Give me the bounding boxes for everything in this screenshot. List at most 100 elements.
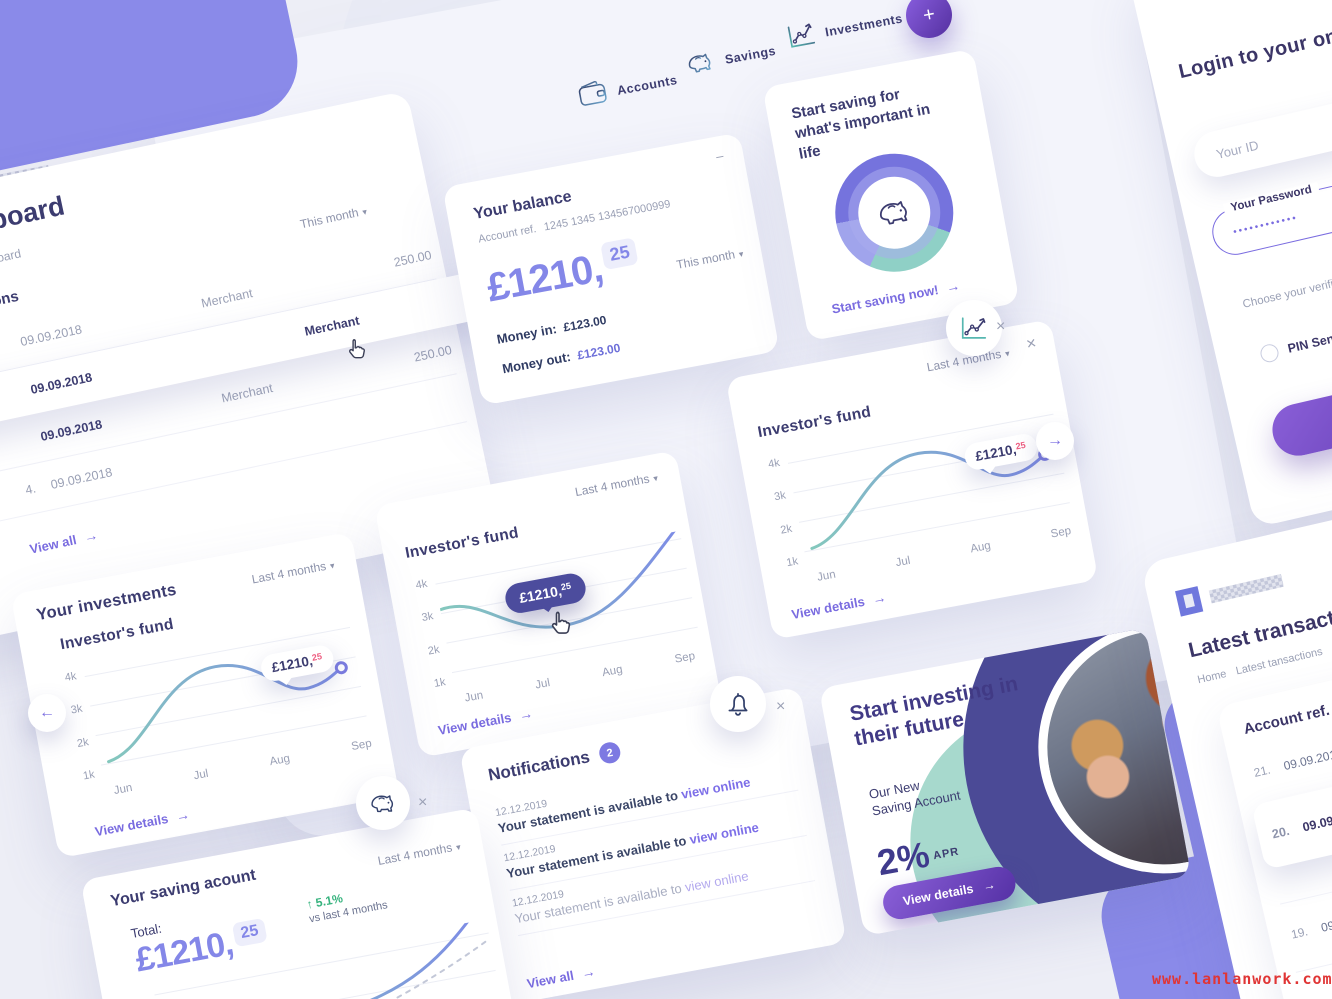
arrow-right-icon: →: [981, 877, 997, 894]
plus-icon: +: [921, 2, 937, 27]
chart-marker: [334, 661, 348, 675]
view-details-link[interactable]: View details →: [436, 704, 535, 738]
arrow-right-icon: →: [1047, 432, 1063, 449]
piggy-bank-icon: [852, 170, 937, 255]
money-in-value: £123.00: [562, 312, 608, 335]
id-input[interactable]: [1189, 73, 1332, 182]
table-row[interactable]: 19. 09.09.2018: [1289, 907, 1332, 942]
saving-account-card: Your saving acount Last 4 months ▾ Total:…: [80, 807, 518, 999]
start-saving-card: Start saving for what's important in lif…: [762, 48, 1020, 342]
chart-plot[interactable]: [83, 620, 368, 775]
close-icon[interactable]: ×: [418, 794, 428, 811]
view-all-link[interactable]: View all →: [28, 526, 100, 557]
view-all-link[interactable]: View all →: [525, 962, 597, 992]
logo-mark: [1175, 586, 1204, 617]
chart-plot[interactable]: [787, 406, 1072, 561]
wallet-icon: [576, 78, 611, 112]
nav-item-accounts[interactable]: Accounts: [576, 65, 680, 112]
money-out-row: Money out: £123.00: [501, 340, 622, 377]
arrow-right-icon: →: [517, 704, 535, 724]
savings-donut: [825, 143, 964, 282]
close-icon[interactable]: ×: [1024, 333, 1038, 354]
chevron-down-icon: ▾: [361, 206, 368, 218]
transactions-list: 09.09.2018 Merchant 250.00 09.09.2018 Me…: [0, 231, 637, 547]
radio-button[interactable]: [1258, 342, 1281, 365]
piggy-bank-icon: [371, 794, 394, 812]
radio-label: PIN Sentry: [1286, 327, 1332, 356]
account-ref-label: Account ref.: [477, 223, 538, 246]
arrow-right-icon: →: [870, 588, 888, 608]
chevron-down-icon: ▾: [738, 248, 745, 260]
prev-button[interactable]: ←: [28, 694, 66, 732]
nav-item-label: Savings: [723, 43, 777, 67]
period-dropdown[interactable]: This month ▾: [298, 205, 368, 232]
money-in-row: Money in: £123.00: [495, 312, 608, 347]
savings-line-chart[interactable]: [152, 919, 507, 999]
arrow-right-icon: →: [82, 526, 100, 546]
nav-item-investments[interactable]: Investments: [784, 4, 905, 55]
card-title: Start saving for what's important in lif…: [790, 85, 932, 163]
page-title: Dashboard: [0, 190, 68, 250]
pin-sentry-option[interactable]: PIN Sentry: [1258, 326, 1332, 365]
breadcrumb-home[interactable]: Home: [1196, 667, 1228, 687]
chart-title: Investor's fund: [756, 403, 873, 442]
chevron-down-icon: ▾: [329, 560, 336, 571]
hand-cursor: [344, 336, 370, 367]
change-indicator: ↑ 5.1% vs last 4 months: [305, 891, 389, 926]
balance-amount: £1210, 25: [483, 237, 642, 311]
period-dropdown[interactable]: Last 4 months ▾: [250, 558, 336, 587]
view-details-link[interactable]: View details →: [93, 805, 192, 840]
brand-logo: [1175, 567, 1285, 617]
period-dropdown[interactable]: This month ▾: [675, 247, 745, 272]
verification-label: Choose your verification method: [1241, 262, 1332, 311]
investors-fund-card: × Last 4 months ▾ Investor's fund 4k 3k 2k 1…: [725, 319, 1099, 640]
chart-title: Investor's fund: [58, 615, 176, 654]
card-title: Your saving acount: [109, 866, 258, 911]
chevron-down-icon: ▾: [1004, 348, 1011, 359]
arrow-right-icon: →: [579, 962, 597, 982]
breadcrumb-current: Latest tansactions: [1234, 645, 1324, 678]
line-chart: 4k 3k 2k 1k Jun Jul Aug Sep: [755, 406, 1076, 591]
chart-title: Investor's fund: [403, 524, 521, 562]
period-dropdown[interactable]: Last 4 months ▾: [573, 471, 659, 500]
bell-icon: [728, 693, 748, 716]
next-button[interactable]: →: [1036, 422, 1074, 460]
notification-count-badge: 2: [597, 740, 622, 766]
bell-icon-badge: [710, 676, 766, 732]
line-chart: 4k 3k 2k 1k Jun Jul Aug Sep: [52, 619, 377, 805]
period-dropdown[interactable]: Last 4 months ▾: [376, 840, 462, 868]
hand-cursor: [546, 608, 576, 643]
card-title: Notifications 2: [486, 740, 622, 786]
chevron-down-icon: ▾: [652, 472, 659, 484]
read-more-button[interactable]: Read more: [1267, 351, 1332, 461]
nav-item-savings[interactable]: Savings: [682, 36, 778, 82]
start-saving-now-link[interactable]: Start saving now! →: [830, 277, 962, 317]
total-cents: 25: [231, 917, 268, 948]
your-investments-card: Your investments Last 4 months ▾ Investor…: [10, 531, 400, 859]
breadcrumb: Dashboard: [0, 246, 23, 273]
nav-item-label: Investments: [824, 11, 904, 40]
table-row[interactable]: 21. 09.09.2018: [1252, 745, 1332, 780]
blurred-logo-text: [1208, 573, 1284, 603]
login-title: Login to your online account: [1176, 0, 1332, 84]
watermark: www.lanlanwork.com: [1152, 970, 1332, 988]
investments-icon-badge: [946, 300, 1002, 356]
investments-chart-icon: [961, 316, 987, 339]
arrow-right-icon: →: [944, 277, 962, 296]
piggy-bank-icon: [682, 47, 719, 82]
close-icon[interactable]: ×: [776, 698, 786, 715]
balance-cents: 25: [600, 237, 639, 271]
account-card: Account ref. 21. 09.09.2018 20. 09.09.2018…: [1216, 639, 1332, 999]
collapse-icon[interactable]: –: [714, 147, 725, 164]
piggy-icon-badge: [356, 776, 410, 830]
card-heading: Account ref.: [1242, 701, 1332, 739]
chevron-down-icon: ▾: [455, 841, 462, 853]
investments-chart-icon: [784, 19, 819, 54]
arrow-left-icon: ←: [39, 704, 55, 721]
close-icon[interactable]: ×: [996, 318, 1006, 335]
apr-label: APR: [932, 845, 961, 863]
arrow-right-icon: →: [174, 805, 192, 825]
money-out-value: £123.00: [576, 340, 622, 363]
view-details-link[interactable]: View details →: [790, 588, 888, 623]
